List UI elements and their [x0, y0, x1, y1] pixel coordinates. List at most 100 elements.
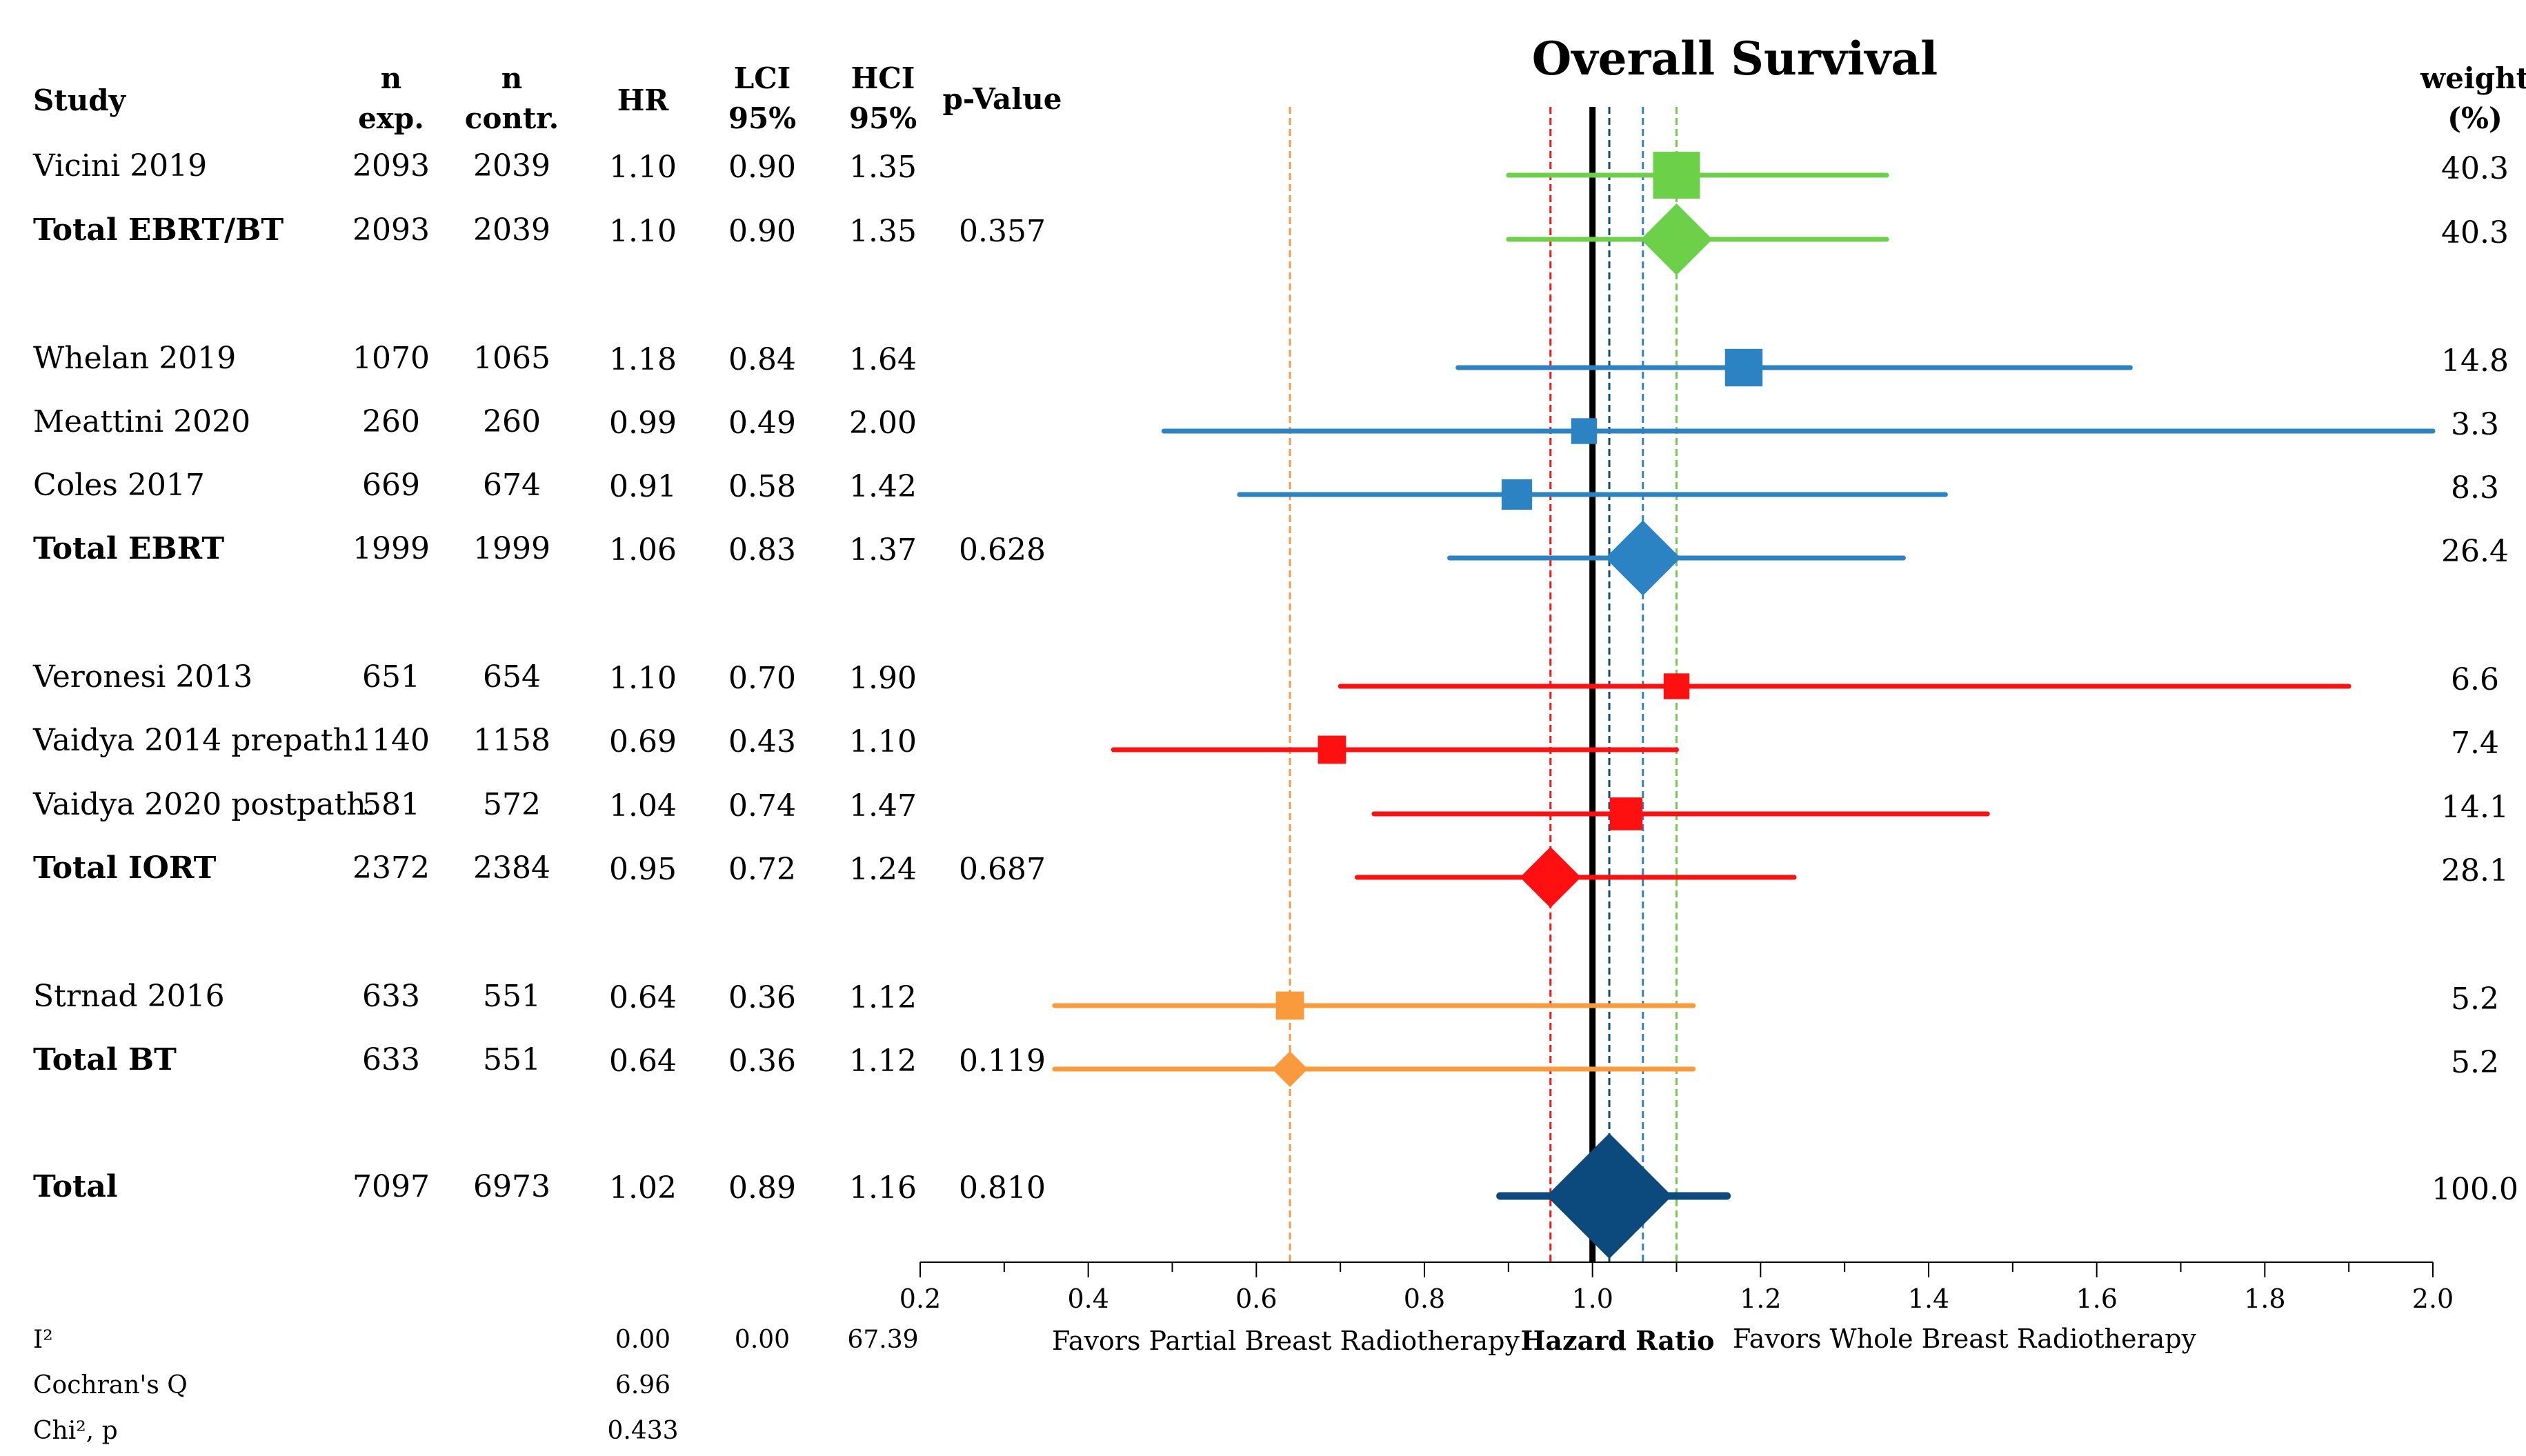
header-n-exp-line2: exp.	[358, 101, 424, 135]
lci-value: 0.83	[728, 532, 796, 568]
study-label: Total EBRT	[33, 531, 224, 566]
hci-value: 1.47	[849, 788, 917, 824]
i2-value-1: 0.00	[615, 1326, 670, 1354]
x-tick-label: 0.4	[1067, 1284, 1108, 1314]
header-n-contr-line1: n	[501, 61, 523, 95]
row-total-iort: Total IORT 2372 2384 0.95 0.72 1.24 0.687 28.1	[33, 850, 2509, 888]
lci-value: 0.90	[728, 150, 796, 185]
hr-value: 1.02	[609, 1170, 677, 1206]
chi2-label: Chi², p	[33, 1417, 118, 1445]
header-n-contr-line2: contr.	[465, 101, 559, 135]
n-contr-value: 2384	[473, 850, 550, 886]
study-label: Meattini 2020	[33, 404, 250, 439]
i2-value-3: 67.39	[847, 1326, 918, 1354]
row-meattini-2020: Meattini 2020 260 260 0.99 0.49 2.00 3.3	[33, 404, 2499, 442]
weight-value: 14.1	[2441, 790, 2509, 825]
header-lci-line1: LCI	[734, 61, 791, 95]
diamond-marker-total-ebrt-bt	[1640, 203, 1713, 275]
hci-value: 1.16	[849, 1170, 917, 1206]
hr-value: 1.10	[609, 661, 677, 696]
row-vaidya-2014-prepath: Vaidya 2014 prepath.1140 1158 0.69 0.43 1.10…	[32, 723, 2499, 761]
hr-value: 1.18	[609, 342, 677, 377]
hci-value: 1.64	[849, 342, 917, 377]
weight-value: 3.3	[2451, 407, 2499, 442]
n-exp-value: 581	[362, 787, 420, 822]
lci-value: 0.84	[728, 342, 796, 377]
x-tick-label: 1.0	[1571, 1284, 1613, 1314]
square-marker-coles-2017	[1501, 479, 1533, 510]
lci-value: 0.36	[728, 1044, 796, 1079]
hr-value: 0.99	[609, 406, 677, 441]
study-label: Total BT	[33, 1042, 177, 1077]
weight-value: 5.2	[2451, 981, 2499, 1017]
n-contr-value: 572	[483, 787, 541, 822]
cochran-q-label: Cochran's Q	[33, 1371, 188, 1399]
x-tick-label: 1.8	[2244, 1284, 2285, 1314]
hci-value: 1.37	[849, 532, 917, 568]
n-contr-value: 2039	[473, 148, 550, 183]
lci-value: 0.58	[728, 469, 796, 504]
p-value: 0.628	[959, 532, 1046, 568]
study-label: Strnad 2016	[33, 979, 225, 1014]
study-label: Vicini 2019	[32, 148, 207, 183]
lci-value: 0.70	[728, 661, 796, 696]
heterogeneity-stats: I² 0.00 0.00 67.39 Cochran's Q 6.96 Chi²…	[33, 1326, 919, 1445]
x-tick-label: 1.2	[1740, 1284, 1781, 1314]
hci-value: 1.12	[849, 980, 917, 1015]
hci-value: 1.35	[849, 214, 917, 249]
square-marker-vicini-2019	[1653, 152, 1700, 199]
n-contr-value: 1065	[473, 341, 550, 376]
diamond-marker-total	[1547, 1133, 1673, 1259]
chi2-value: 0.433	[607, 1417, 678, 1445]
lci-value: 0.49	[728, 406, 796, 441]
square-marker-veronesi-2013	[1663, 673, 1690, 699]
n-exp-value: 260	[362, 404, 420, 439]
lci-value: 0.90	[728, 214, 796, 249]
hci-value: 1.12	[849, 1044, 917, 1079]
i2-label: I²	[33, 1326, 53, 1354]
i2-value-2: 0.00	[735, 1326, 790, 1354]
n-exp-value: 2093	[352, 212, 430, 248]
weight-value: 40.3	[2441, 215, 2509, 250]
n-contr-value: 654	[483, 659, 541, 695]
row-vicini-2019: Vicini 2019 2093 2039 1.10 0.90 1.35 40.3	[32, 148, 2509, 186]
hr-value: 1.10	[609, 150, 677, 185]
header-hr: HR	[617, 83, 670, 117]
n-exp-value: 7097	[352, 1169, 430, 1204]
diamond-marker-total-ebrt	[1605, 520, 1681, 596]
n-contr-value: 260	[483, 404, 541, 439]
header-lci-line2: 95%	[728, 101, 796, 135]
study-label: Vaidya 2020 postpath.	[32, 787, 376, 822]
hr-value: 0.69	[609, 724, 677, 759]
study-label: Total	[33, 1169, 118, 1204]
weight-value: 100.0	[2431, 1172, 2518, 1207]
hr-value: 0.64	[609, 1044, 677, 1079]
row-veronesi-2013: Veronesi 2013 651 654 1.10 0.70 1.90 6.6	[32, 659, 2499, 697]
n-contr-value: 1999	[473, 531, 550, 566]
p-value: 0.357	[959, 214, 1046, 249]
cochran-q-value: 6.96	[615, 1371, 670, 1399]
square-marker-vaidya-2014-prepath	[1317, 735, 1346, 764]
weight-value: 40.3	[2441, 151, 2509, 186]
n-exp-value: 2093	[352, 148, 430, 183]
row-vaidya-2020-postpath: Vaidya 2020 postpath.581 572 1.04 0.74 1.47 1…	[32, 787, 2509, 825]
header-weight-line1: weight	[2420, 61, 2526, 95]
weight-value: 5.2	[2451, 1045, 2499, 1080]
lci-value: 0.89	[728, 1170, 796, 1206]
p-value: 0.687	[959, 852, 1046, 887]
x-axis-label: Hazard Ratio	[1521, 1325, 1715, 1356]
x-tick-label: 1.6	[2076, 1284, 2117, 1314]
weight-value: 7.4	[2451, 726, 2499, 761]
row-total-bt: Total BT 633 551 0.64 0.36 1.12 0.119 5.2	[33, 1042, 2499, 1080]
lci-value: 0.43	[728, 724, 796, 759]
hci-value: 1.90	[849, 661, 917, 696]
study-label: Total EBRT/BT	[33, 212, 284, 248]
n-exp-value: 2372	[352, 850, 430, 886]
row-total: Total 7097 6973 1.02 0.89 1.16 0.810 100.0	[33, 1169, 2518, 1207]
lci-value: 0.72	[728, 852, 796, 887]
row-coles-2017: Coles 2017 669 674 0.91 0.58 1.42 8.3	[33, 468, 2499, 506]
hr-value: 0.95	[609, 852, 677, 887]
weight-value: 14.8	[2441, 343, 2509, 379]
hr-value: 0.91	[609, 469, 677, 504]
